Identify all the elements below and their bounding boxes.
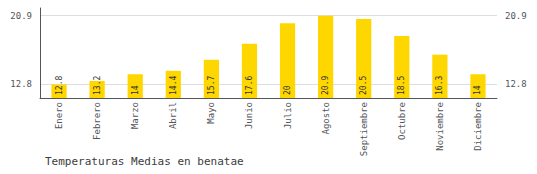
svg-text:Julio: Julio (283, 102, 293, 129)
svg-text:14: 14 (131, 85, 140, 95)
svg-text:20.9: 20.9 (321, 76, 330, 95)
svg-text:14: 14 (473, 85, 482, 95)
svg-text:Abril: Abril (168, 102, 178, 129)
svg-text:Septiembre: Septiembre (359, 102, 369, 156)
svg-text:Agosto: Agosto (321, 102, 331, 135)
svg-text:18.5: 18.5 (397, 76, 406, 95)
svg-text:Marzo: Marzo (130, 102, 140, 129)
svg-text:12.8: 12.8 (10, 79, 32, 89)
svg-text:Noviembre: Noviembre (435, 102, 445, 151)
svg-text:Temperaturas Medias en benatae: Temperaturas Medias en benatae (45, 155, 244, 168)
svg-text:13.2: 13.2 (93, 76, 102, 95)
svg-text:14.4: 14.4 (169, 76, 178, 95)
svg-text:20: 20 (283, 85, 292, 95)
svg-text:12.8: 12.8 (505, 79, 527, 89)
svg-text:20.9: 20.9 (10, 11, 32, 21)
svg-text:Mayo: Mayo (206, 102, 216, 124)
svg-text:Febrero: Febrero (92, 102, 102, 140)
svg-text:Octubre: Octubre (397, 102, 407, 140)
svg-text:20.5: 20.5 (359, 76, 368, 95)
svg-text:20.9: 20.9 (505, 11, 527, 21)
svg-text:16.3: 16.3 (435, 76, 444, 95)
svg-text:15.7: 15.7 (207, 76, 216, 95)
svg-text:17.6: 17.6 (245, 76, 254, 95)
svg-text:Diciembre: Diciembre (473, 102, 483, 151)
svg-text:Junio: Junio (244, 102, 254, 129)
svg-text:Enero: Enero (54, 102, 64, 129)
svg-text:12.8: 12.8 (55, 76, 64, 95)
